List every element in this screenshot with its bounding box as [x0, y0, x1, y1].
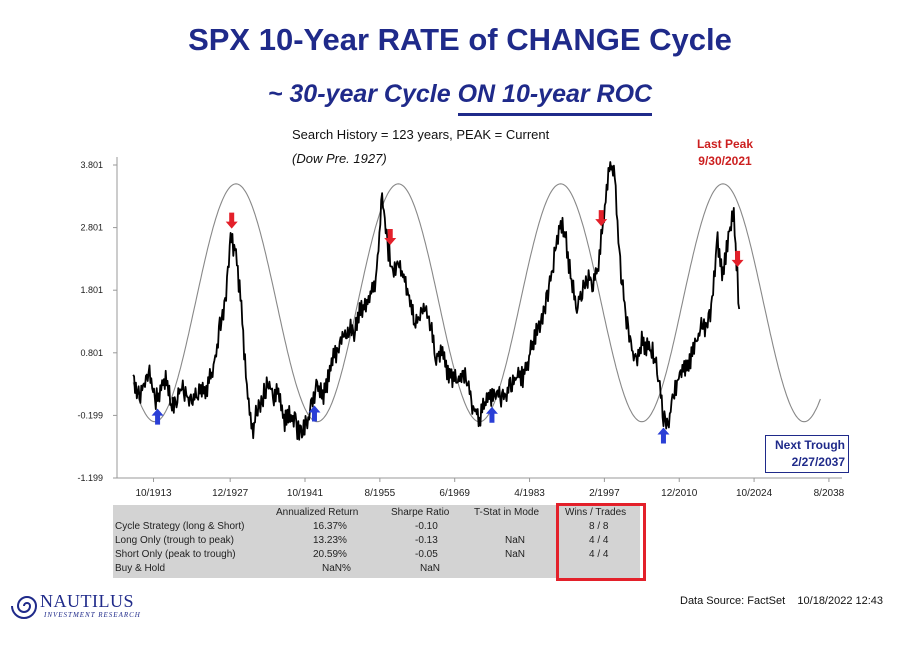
stats-cell-wins: 4 / 4	[589, 535, 609, 546]
stats-cell-sharpe: -0.10	[415, 521, 438, 532]
peak-arrow-icon	[595, 210, 608, 227]
last-peak-date: 9/30/2021	[698, 154, 752, 168]
y-tick-label: 0.801	[80, 348, 103, 358]
cycle-sine-line	[132, 183, 821, 423]
stats-row-label: Cycle Strategy (long & Short)	[115, 521, 245, 532]
stats-cell-sharpe: NaN	[420, 563, 441, 574]
stats-table: Annualized Return Sharpe Ratio T-Stat in…	[113, 505, 640, 578]
stats-cell-return: 20.59%	[313, 549, 347, 560]
stats-cell-wins: 4 / 4	[589, 549, 609, 560]
y-tick-label: 1.801	[80, 285, 103, 295]
trough-arrow-icon	[308, 405, 321, 422]
cycle-layer	[132, 183, 821, 423]
logo-subtitle: INVESTMENT RESEARCH	[44, 611, 141, 619]
next-trough-date: 2/27/2037	[791, 455, 845, 469]
stats-cell-return: 13.23%	[313, 535, 347, 546]
chart-axes: 3.801 2.801 1.801 0.801 -0.199 -1.199 10/1913 1…	[77, 157, 845, 499]
subtitle-prefix: ~ 30-year Cycle	[267, 80, 458, 108]
stats-header-return: Annualized Return	[276, 507, 359, 518]
stats-cell-sharpe: -0.05	[415, 549, 438, 560]
stats-cell-sharpe: -0.13	[415, 535, 438, 546]
stats-cell-wins: 8 / 8	[589, 521, 609, 532]
logo-name: NAUTILUS	[40, 591, 134, 611]
timestamp: 10/18/2022 12:43	[797, 595, 884, 607]
wins-highlight-box	[556, 503, 646, 581]
stats-header-tstat: T-Stat in Mode	[474, 507, 540, 518]
stats-header-wins: Wins / Trades	[565, 507, 627, 518]
stats-cell-tstat: NaN	[505, 549, 526, 560]
search-history-note: Search History = 123 years, PEAK = Curre…	[292, 127, 550, 142]
x-tick-label: 12/1927	[212, 488, 249, 499]
series-layer	[132, 161, 741, 441]
stats-cell-return: 16.37%	[313, 521, 347, 532]
y-tick-label: 2.801	[80, 223, 103, 233]
peak-arrow-icon	[225, 212, 238, 229]
peak-arrow-icon	[731, 250, 744, 267]
y-tick-label: 3.801	[80, 160, 103, 170]
stats-row-label: Buy & Hold	[115, 563, 166, 574]
x-tick-label: 6/1969	[439, 488, 470, 499]
y-tick-label: -1.199	[77, 473, 103, 483]
x-tick-label: 10/1913	[135, 488, 172, 499]
stats-row-label: Short Only (peak to trough)	[115, 549, 236, 560]
x-tick-label: 10/2024	[736, 488, 773, 499]
next-trough-annotation: Next Trough 2/27/2037	[765, 435, 849, 473]
data-source-line: Data Source: FactSet 10/18/2022 12:43	[680, 595, 883, 607]
trough-arrow-icon	[151, 408, 164, 425]
trough-arrow-icon	[485, 406, 498, 423]
roc-series-line	[132, 161, 741, 441]
data-source: Data Source: FactSet	[680, 595, 786, 607]
x-tick-label: 8/1955	[365, 488, 396, 499]
x-tick-label: 2/1997	[589, 488, 620, 499]
nautilus-shell-icon	[11, 596, 38, 619]
next-trough-label: Next Trough	[774, 438, 845, 452]
stats-header-sharpe: Sharpe Ratio	[391, 507, 450, 518]
x-tick-label: 10/1941	[287, 488, 324, 499]
trough-arrow-icon	[657, 427, 670, 444]
last-peak-annotation: Last Peak 9/30/2021	[680, 136, 770, 170]
chart-subtitle: ~ 30-year Cycle ON 10-year ROC	[0, 80, 920, 116]
dow-note: (Dow Pre. 1927)	[292, 151, 387, 166]
stats-row-label: Long Only (trough to peak)	[115, 535, 234, 546]
stats-cell-tstat: NaN	[505, 535, 526, 546]
subtitle-underlined: ON 10-year ROC	[457, 80, 653, 116]
stats-cell-return: NaN%	[322, 563, 351, 574]
arrow-layer	[151, 210, 744, 444]
peak-arrow-icon	[384, 228, 397, 245]
last-peak-label: Last Peak	[696, 137, 754, 151]
chart-title: SPX 10-Year RATE of CHANGE Cycle	[188, 22, 732, 57]
x-tick-label: 12/2010	[661, 488, 698, 499]
x-tick-label: 4/1983	[514, 488, 545, 499]
y-tick-label: -0.199	[77, 410, 103, 420]
x-tick-label: 8/2038	[814, 488, 845, 499]
